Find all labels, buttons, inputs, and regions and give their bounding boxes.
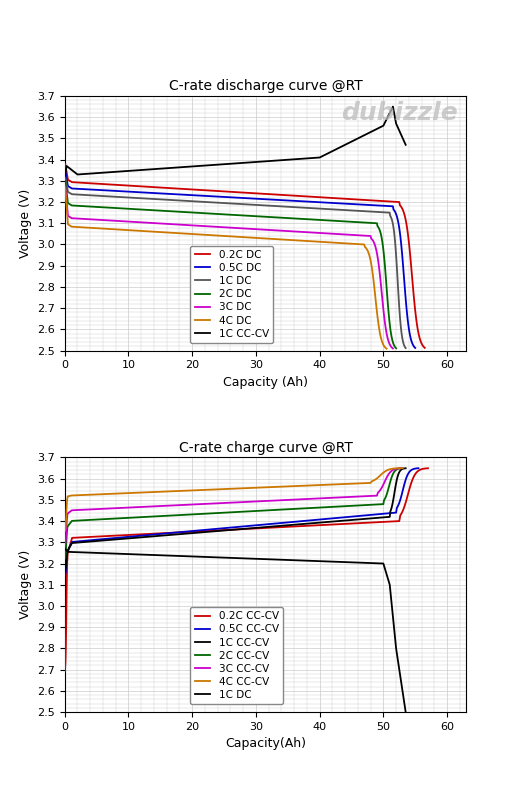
Y-axis label: Voltage (V): Voltage (V): [19, 550, 32, 619]
Y-axis label: Voltage (V): Voltage (V): [19, 189, 32, 258]
X-axis label: Capacity (Ah): Capacity (Ah): [223, 376, 308, 389]
Text: dubizzle: dubizzle: [341, 101, 458, 125]
Legend: 0.2C CC-CV, 0.5C CC-CV, 1C CC-CV, 2C CC-CV, 3C CC-CV, 4C CC-CV, 1C DC: 0.2C CC-CV, 0.5C CC-CV, 1C CC-CV, 2C CC-…: [191, 607, 283, 704]
Legend: 0.2C DC, 0.5C DC, 1C DC, 2C DC, 3C DC, 4C DC, 1C CC-CV: 0.2C DC, 0.5C DC, 1C DC, 2C DC, 3C DC, 4…: [191, 246, 273, 342]
Title: C-rate discharge curve @RT: C-rate discharge curve @RT: [168, 79, 363, 94]
X-axis label: Capacity(Ah): Capacity(Ah): [225, 738, 306, 750]
Title: C-rate charge curve @RT: C-rate charge curve @RT: [179, 441, 352, 455]
